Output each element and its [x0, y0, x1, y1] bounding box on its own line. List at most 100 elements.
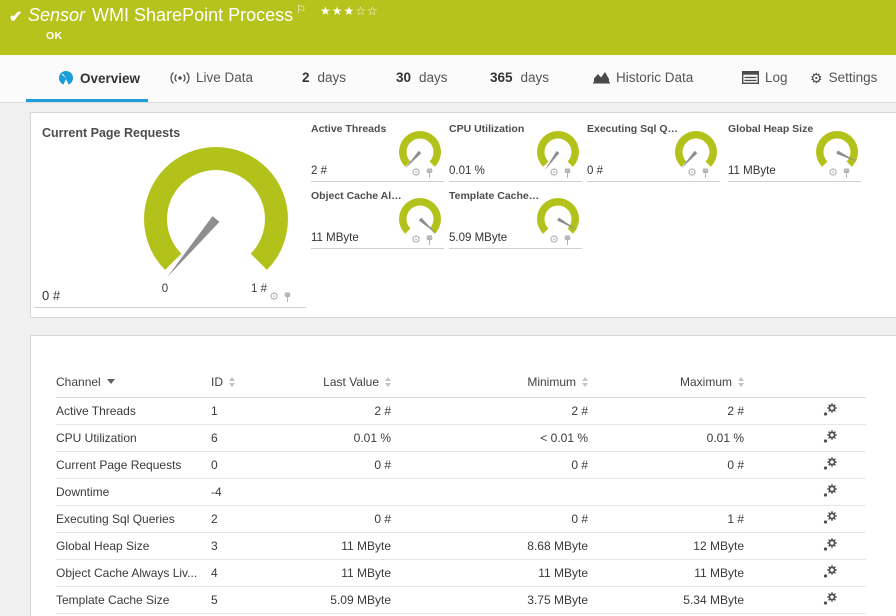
pin-icon[interactable]	[563, 168, 572, 179]
gauge-tile: Object Cache Always L... 11 MByte ⚙	[311, 190, 444, 249]
channel-link[interactable]: Downtime	[56, 485, 110, 499]
channel-settings-icon[interactable]	[822, 537, 838, 552]
gauge-title: Executing Sql Queries	[587, 123, 679, 135]
gauge	[535, 128, 581, 174]
tab-label: Historic Data	[616, 70, 694, 85]
column-header-last-value[interactable]: Last Value	[271, 375, 391, 389]
tab-bar: Overview Live Data 2 days 30 days 365 da…	[0, 55, 896, 103]
channel-settings-icon[interactable]	[822, 429, 838, 444]
channels-panel: Channel ID Last Value Minimum Maximum	[30, 335, 896, 616]
sort-icon[interactable]	[582, 376, 588, 387]
tab-number: 30	[396, 70, 412, 85]
tab-2-days[interactable]: 2 days	[302, 70, 346, 85]
column-header-id[interactable]: ID	[211, 375, 271, 389]
tab-label: days	[419, 70, 448, 85]
channel-last-value: 2 #	[374, 404, 391, 418]
table-row: Current Page Requests 0 0 # 0 # 0 #	[56, 452, 866, 479]
gauge-scale-max: 1 #	[251, 283, 267, 295]
channel-link[interactable]: CPU Utilization	[56, 431, 137, 445]
sensor-header: ✔ Sensor WMI SharePoint Process ⚐ ★★★☆☆ OK	[0, 0, 896, 55]
pin-icon[interactable]	[842, 168, 851, 179]
gear-icon[interactable]: ⚙	[411, 234, 421, 246]
channel-maximum: 2 #	[727, 404, 744, 418]
priority-stars[interactable]: ★★★☆☆	[320, 4, 379, 18]
tab-365-days[interactable]: 365 days	[490, 70, 549, 85]
channel-settings-icon[interactable]	[822, 402, 838, 417]
status-badge: OK	[46, 30, 63, 42]
channel-last-value: 0 #	[374, 512, 391, 526]
channel-settings-icon[interactable]	[822, 591, 838, 606]
column-header-maximum[interactable]: Maximum	[588, 375, 744, 389]
channel-link[interactable]: Template Cache Size	[56, 593, 170, 607]
status-ok-check-icon: ✔	[9, 9, 23, 26]
priority-flag-icon[interactable]: ⚐	[296, 4, 306, 16]
pin-icon[interactable]	[563, 235, 572, 246]
tab-label: days	[520, 70, 550, 85]
gauge-tile: Template Cache Size 5.09 MByte ⚙	[449, 190, 582, 249]
channel-id: -4	[211, 485, 222, 499]
gauge-tile: Global Heap Size 11 MByte ⚙	[728, 123, 861, 182]
gear-icon[interactable]: ⚙	[549, 234, 559, 246]
table-header-row: Channel ID Last Value Minimum Maximum	[56, 366, 866, 398]
gear-icon[interactable]: ⚙	[687, 167, 697, 179]
gauge-tile: CPU Utilization 0.01 % ⚙	[449, 123, 582, 182]
tab-30-days[interactable]: 30 days	[396, 70, 448, 85]
tab-settings[interactable]: ⚙ Settings	[810, 70, 877, 85]
gear-icon[interactable]: ⚙	[828, 167, 838, 179]
column-header-minimum[interactable]: Minimum	[391, 375, 588, 389]
channel-settings-icon[interactable]	[822, 510, 838, 525]
tab-label: Settings	[828, 70, 878, 85]
gear-icon[interactable]: ⚙	[411, 167, 421, 179]
sort-desc-icon[interactable]	[106, 379, 115, 384]
gauge	[535, 195, 581, 241]
channel-id: 4	[211, 566, 218, 580]
tab-label: days	[317, 70, 347, 85]
log-icon	[742, 71, 759, 84]
channel-maximum: 11 MByte	[694, 566, 744, 580]
tab-overview[interactable]: Overview	[58, 70, 140, 86]
sort-icon[interactable]	[229, 376, 235, 387]
channel-maximum: 12 MByte	[693, 539, 744, 553]
sort-icon[interactable]	[385, 376, 391, 387]
channel-minimum: 8.68 MByte	[527, 539, 588, 553]
table-row: CPU Utilization 6 0.01 % < 0.01 % 0.01 %	[56, 425, 866, 452]
historic-data-icon	[593, 72, 610, 84]
gear-icon[interactable]: ⚙	[549, 167, 559, 179]
channel-minimum: 0 #	[571, 512, 588, 526]
channel-settings-icon[interactable]	[822, 456, 838, 471]
channel-maximum: 0 #	[727, 458, 744, 472]
gauge-title: Active Threads	[311, 123, 387, 135]
channel-id: 1	[211, 404, 218, 418]
tab-historic-data[interactable]: Historic Data	[593, 70, 693, 85]
channel-last-value: 5.09 MByte	[330, 593, 391, 607]
gauge-title: Global Heap Size	[728, 123, 814, 135]
pin-icon[interactable]	[425, 235, 434, 246]
column-header-channel[interactable]: Channel	[56, 375, 211, 389]
live-data-icon	[170, 71, 190, 84]
gear-icon[interactable]: ⚙	[269, 291, 279, 303]
channel-link[interactable]: Current Page Requests	[56, 458, 182, 472]
pin-icon[interactable]	[701, 168, 710, 179]
channel-link[interactable]: Executing Sql Queries	[56, 512, 175, 526]
channel-link[interactable]: Active Threads	[56, 404, 136, 418]
stars-empty: ☆☆	[355, 4, 379, 18]
channel-link[interactable]: Global Heap Size	[56, 539, 150, 553]
gauges-panel: Current Page Requests 0 1 # 0 # ⚙ Active…	[30, 112, 896, 318]
pin-icon[interactable]	[425, 168, 434, 179]
tab-log[interactable]: Log	[742, 70, 788, 85]
channels-table: Channel ID Last Value Minimum Maximum	[56, 366, 866, 614]
channel-settings-icon[interactable]	[822, 483, 838, 498]
tab-live-data[interactable]: Live Data	[170, 70, 253, 85]
channel-link[interactable]: Object Cache Always Liv...	[56, 566, 198, 580]
table-row: Active Threads 1 2 # 2 # 2 #	[56, 398, 866, 425]
pin-icon[interactable]	[283, 292, 292, 303]
table-row: Template Cache Size 5 5.09 MByte 3.75 MByte…	[56, 587, 866, 614]
tab-label: Overview	[80, 70, 141, 86]
settings-gear-icon: ⚙	[810, 69, 823, 86]
gauge-value: 2 #	[311, 165, 327, 177]
gauge-value: 0.01 %	[449, 165, 485, 177]
table-row: Downtime -4	[56, 479, 866, 506]
channel-settings-icon[interactable]	[822, 564, 838, 579]
sort-icon[interactable]	[738, 376, 744, 387]
